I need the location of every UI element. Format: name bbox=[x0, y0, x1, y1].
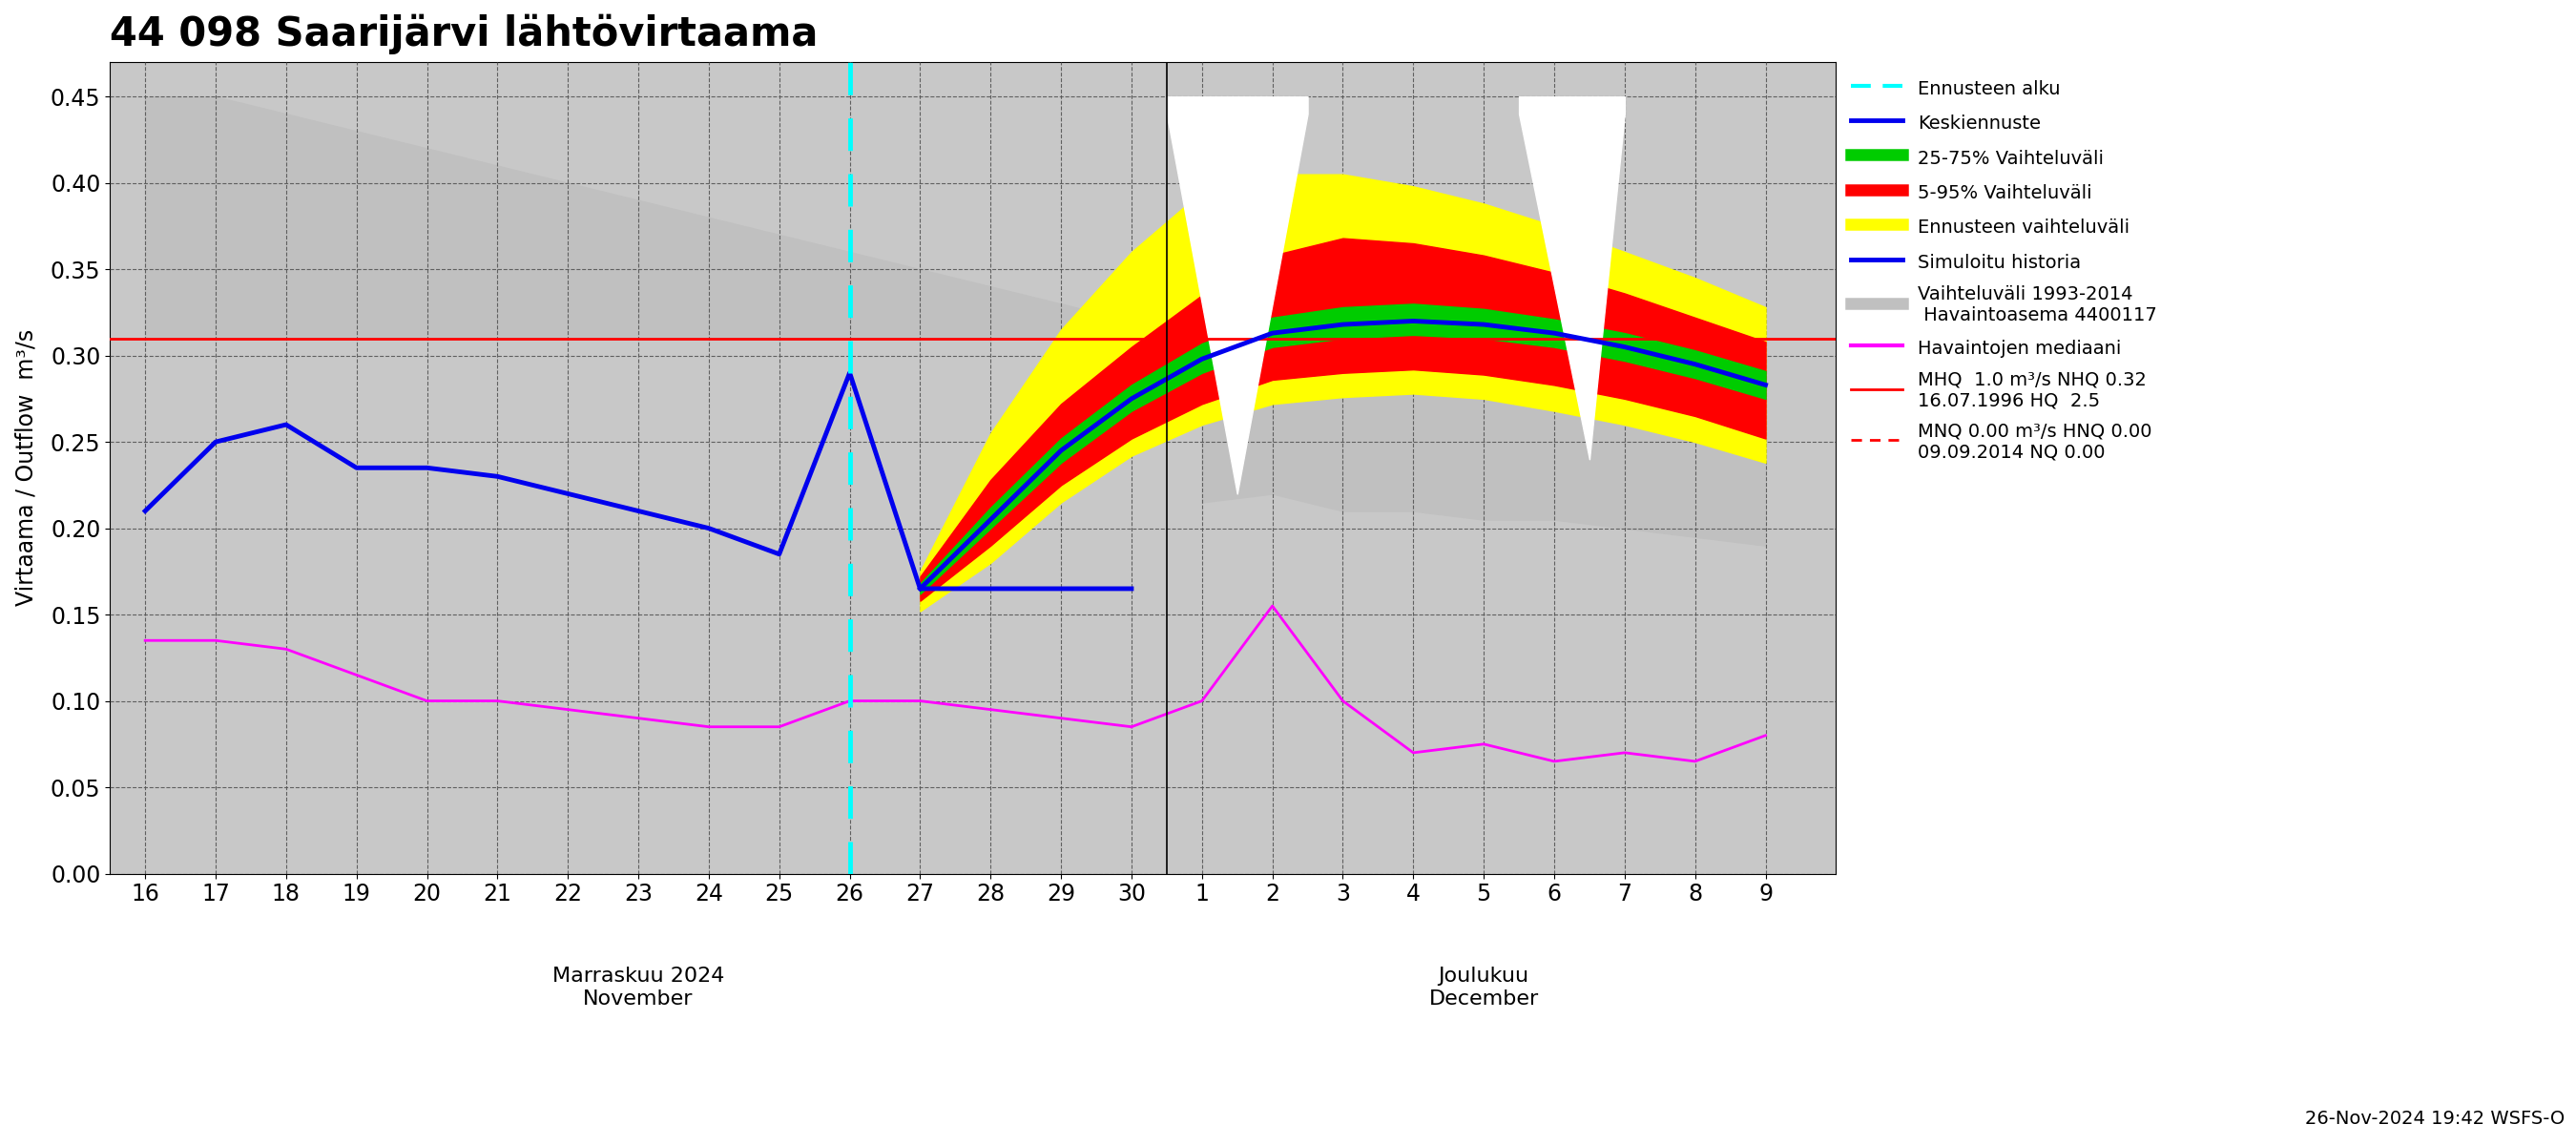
Text: 26-Nov-2024 19:42 WSFS-O: 26-Nov-2024 19:42 WSFS-O bbox=[2306, 1110, 2566, 1128]
Text: Joulukuu
December: Joulukuu December bbox=[1430, 966, 1538, 1008]
Text: Marraskuu 2024
November: Marraskuu 2024 November bbox=[551, 966, 724, 1008]
Legend: Ennusteen alku, Keskiennuste, 25-75% Vaihteluväli, 5-95% Vaihteluväli, Ennusteen: Ennusteen alku, Keskiennuste, 25-75% Vai… bbox=[1844, 71, 2161, 467]
Text: 44 098 Saarijärvi lähtövirtaama: 44 098 Saarijärvi lähtövirtaama bbox=[111, 14, 819, 55]
Y-axis label: Virtaama / Outflow  m³/s: Virtaama / Outflow m³/s bbox=[15, 330, 36, 607]
